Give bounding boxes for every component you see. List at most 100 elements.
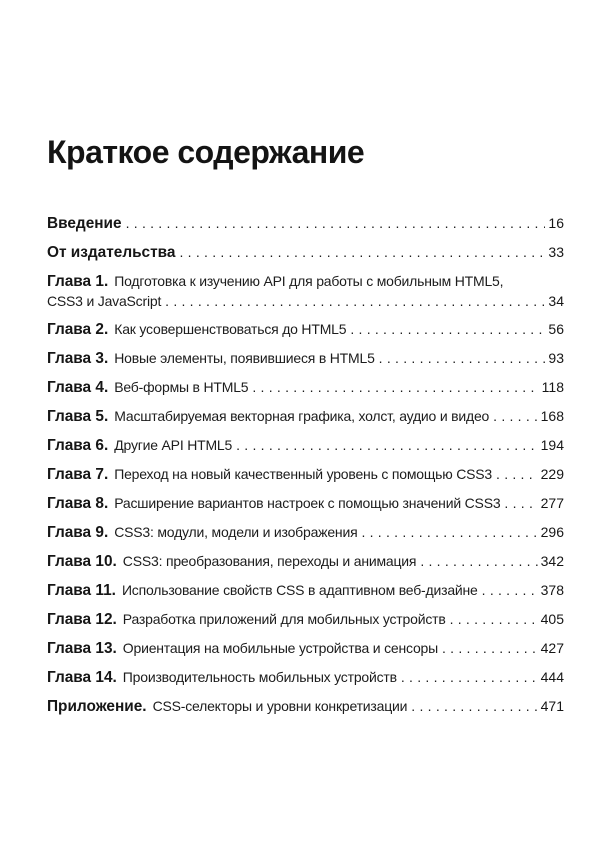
- page-number: 118: [541, 378, 564, 395]
- page-number: 296: [540, 523, 564, 540]
- toc-entry-line: Глава 4. Веб-формы в HTML5 118: [47, 378, 564, 398]
- toc-entry: Глава 4. Веб-формы в HTML5 118: [47, 378, 564, 398]
- toc-entry-label: Глава 11.: [47, 581, 116, 599]
- toc-entry: Глава 11. Использование свойств CSS в ада…: [47, 581, 564, 601]
- toc-entry-text: Новые элементы, появившиеся в HTML5: [114, 349, 375, 366]
- toc-entry: Глава 5. Масштабируемая векторная графика…: [47, 407, 564, 427]
- dot-leader: [350, 320, 545, 339]
- toc-entry: Глава 2. Как усовершенствоваться до HTML5…: [47, 320, 564, 340]
- page-number: 16: [548, 215, 564, 231]
- page-number: 444: [540, 668, 564, 685]
- toc-entry-line: Глава 1. Подготовка к изучению API для ра…: [47, 272, 564, 292]
- dot-leader: [361, 523, 537, 542]
- toc-entry-line: Глава 11. Использование свойств CSS в ада…: [47, 581, 564, 601]
- toc-entry-line: Глава 13. Ориентация на мобильные устройс…: [47, 639, 564, 659]
- dot-leader: [496, 465, 538, 484]
- toc-entry-line: От издательства 33: [47, 243, 564, 263]
- toc-entry-text: Как усовершенствоваться до HTML5: [114, 320, 347, 337]
- page-number: 342: [540, 552, 564, 569]
- toc-entry: Глава 6. Другие API HTML5 194: [47, 436, 564, 456]
- dot-leader: [442, 639, 538, 658]
- toc-entry: Глава 1. Подготовка к изучению API для ра…: [47, 272, 564, 310]
- toc-entry: Глава 9. CSS3: модули, модели и изображен…: [47, 523, 564, 543]
- toc-entry-label: Глава 6.: [47, 436, 109, 454]
- toc-entry-label: Глава 5.: [47, 407, 109, 425]
- page-number: 378: [540, 581, 564, 598]
- toc-entry-text: Подготовка к изучению API для работы с м…: [114, 273, 504, 289]
- toc-entry: Введение 16: [47, 214, 564, 234]
- page-number: 93: [548, 349, 564, 366]
- toc-list: Введение 16 От издательства 33 Глава 1. Подго…: [47, 214, 564, 716]
- dot-leader: [236, 436, 538, 455]
- toc-entry-label: Глава 1.: [47, 273, 109, 290]
- toc-entry-text: CSS-селекторы и уровни конкретизации: [152, 697, 408, 714]
- toc-entry-text: Масштабируемая векторная графика, холст,…: [114, 407, 490, 424]
- toc-entry-label: Введение: [47, 215, 122, 232]
- toc-entry: Глава 12. Разработка приложений для мобил…: [47, 610, 564, 630]
- dot-leader: [482, 581, 538, 600]
- toc-entry-text: Ориентация на мобильные устройства и сен…: [122, 639, 438, 656]
- page-number: 168: [540, 407, 564, 424]
- toc-entry-text: CSS3: преобразования, переходы и анимаци…: [122, 552, 417, 569]
- toc-entry-line: Глава 3. Новые элементы, появившиеся в HT…: [47, 349, 564, 369]
- toc-entry: Глава 13. Ориентация на мобильные устройс…: [47, 639, 564, 659]
- toc-entry-text: Другие API HTML5: [114, 436, 233, 453]
- dot-leader: [126, 214, 546, 233]
- dot-leader: [401, 668, 538, 687]
- toc-entry-line: Введение 16: [47, 214, 564, 234]
- page-number: 229: [540, 465, 564, 482]
- page-number: 194: [540, 436, 564, 453]
- page-number: 56: [548, 320, 564, 337]
- toc-entry: Глава 10. CSS3: преобразования, переходы …: [47, 552, 564, 572]
- toc-entry-label: Приложение.: [47, 697, 147, 715]
- toc-entry-line: Приложение. CSS-селекторы и уровни конкре…: [47, 697, 564, 717]
- toc-entry: От издательства 33: [47, 243, 564, 263]
- toc-entry-label: Глава 3.: [47, 349, 109, 367]
- dot-leader: [252, 378, 538, 397]
- page-number: 405: [540, 610, 564, 627]
- toc-entry-line: Глава 2. Как усовершенствоваться до HTML5…: [47, 320, 564, 340]
- page-number: 471: [540, 697, 564, 714]
- page-number: 33: [548, 244, 564, 260]
- toc-entry-text: Производительность мобильных устройств: [122, 668, 397, 685]
- toc-entry-text: Расширение вариантов настроек с помощью …: [114, 494, 501, 511]
- toc-entry-line: Глава 14. Производительность мобильных ус…: [47, 668, 564, 688]
- toc-entry-label: Глава 14.: [47, 668, 117, 686]
- dot-leader: [450, 610, 538, 629]
- toc-entry-label: Глава 7.: [47, 465, 109, 483]
- toc-entry-label: Глава 13.: [47, 639, 117, 657]
- toc-entry-line: Глава 7. Переход на новый качественный ур…: [47, 465, 564, 485]
- toc-entry-label: Глава 10.: [47, 552, 117, 570]
- toc-entry: Глава 7. Переход на новый качественный ур…: [47, 465, 564, 485]
- toc-entry: Приложение. CSS-селекторы и уровни конкре…: [47, 697, 564, 717]
- toc-entry-line: Глава 8. Расширение вариантов настроек с …: [47, 494, 564, 514]
- toc-entry-line: Глава 12. Разработка приложений для мобил…: [47, 610, 564, 630]
- toc-entry-line: Глава 10. CSS3: преобразования, переходы …: [47, 552, 564, 572]
- dot-leader: [504, 494, 537, 513]
- toc-entry: Глава 8. Расширение вариантов настроек с …: [47, 494, 564, 514]
- dot-leader: [411, 697, 537, 716]
- toc-entry-text: Разработка приложений для мобильных устр…: [122, 610, 446, 627]
- dot-leader: [179, 243, 545, 262]
- dot-leader: [420, 552, 537, 571]
- toc-entry: Глава 14. Производительность мобильных ус…: [47, 668, 564, 688]
- toc-content: Краткое содержание Введение 16 От издатель…: [47, 133, 564, 726]
- toc-entry-line: Глава 5. Масштабируемая векторная графика…: [47, 407, 564, 427]
- toc-entry-line: Глава 6. Другие API HTML5 194: [47, 436, 564, 456]
- page-number: 277: [540, 494, 564, 511]
- page-number: 34: [548, 292, 564, 309]
- toc-entry-text: CSS3: модули, модели и изображения: [114, 523, 358, 540]
- toc-entry-label: Глава 4.: [47, 378, 109, 396]
- toc-entry-label: Глава 8.: [47, 494, 109, 512]
- page-number: 427: [540, 639, 564, 656]
- toc-entry: Глава 3. Новые элементы, появившиеся в HT…: [47, 349, 564, 369]
- toc-entry-line: Глава 9. CSS3: модули, модели и изображен…: [47, 523, 564, 543]
- dot-leader: [165, 292, 545, 311]
- toc-entry-text: Использование свойств CSS в адаптивном в…: [121, 581, 478, 598]
- page-title: Краткое содержание: [47, 134, 365, 170]
- toc-entry-text: Веб-формы в HTML5: [114, 378, 249, 395]
- toc-entry-label: От издательства: [47, 244, 176, 261]
- toc-entry-text: CSS3 и JavaScript: [47, 292, 162, 309]
- toc-entry-label: Глава 12.: [47, 610, 117, 628]
